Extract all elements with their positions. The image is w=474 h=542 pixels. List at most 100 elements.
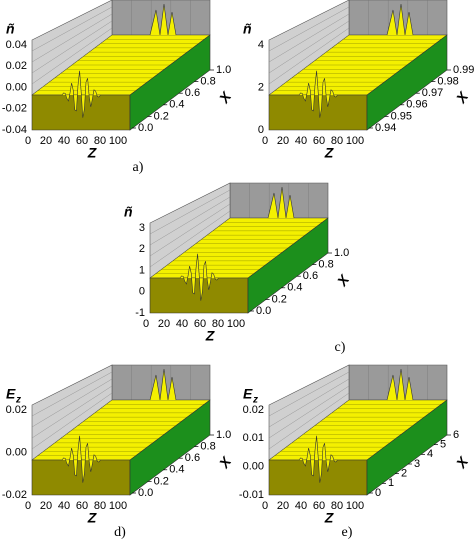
y-tick-label: 0 bbox=[258, 124, 264, 136]
y-tick-label: 3 bbox=[139, 222, 145, 234]
z-tick-label: 40 bbox=[295, 135, 307, 147]
y-axis-label-sub: z bbox=[252, 395, 258, 406]
x-axis-label: X bbox=[452, 87, 472, 106]
z-tick-label: 80 bbox=[212, 318, 224, 330]
wall-grid bbox=[31, 20, 113, 74]
pulse bbox=[179, 253, 219, 301]
z-axis-label: Z bbox=[87, 145, 97, 161]
z-tick-label: 60 bbox=[313, 135, 325, 147]
y-axis-label: ñ bbox=[6, 21, 15, 37]
y-tick-label: -0.02 bbox=[2, 103, 27, 115]
z-tick-label: 80 bbox=[331, 135, 343, 147]
wall-grid bbox=[149, 189, 231, 235]
wall-grid bbox=[268, 20, 350, 74]
pulse-far bbox=[386, 3, 414, 36]
z-tick-label: 60 bbox=[194, 318, 206, 330]
wall-grid bbox=[268, 371, 350, 417]
z-tick-label: 100 bbox=[109, 135, 127, 147]
y-tick-label: 2 bbox=[258, 81, 264, 93]
wall-grid bbox=[31, 27, 113, 85]
z-axis-label: Z bbox=[324, 510, 334, 526]
y-tick-label: 2 bbox=[139, 243, 145, 255]
y-axis-label-sub: z bbox=[15, 395, 21, 406]
y-tick-label: 0 bbox=[139, 286, 145, 298]
wall-grid bbox=[31, 378, 113, 428]
x-tick-label: 0.0 bbox=[256, 305, 271, 317]
wall-grid bbox=[31, 392, 113, 450]
x-tick-label: 0.4 bbox=[287, 282, 302, 294]
z-tick-label: 0 bbox=[143, 318, 149, 330]
pulse bbox=[61, 435, 101, 483]
surface-front bbox=[31, 459, 131, 496]
y-tick-label: 0.02 bbox=[243, 404, 264, 416]
z-tick-label: 80 bbox=[331, 500, 343, 512]
x-tick-label: 1 bbox=[388, 477, 394, 489]
z-tick-label: 20 bbox=[40, 500, 52, 512]
z-tick-label: 20 bbox=[158, 318, 170, 330]
z-tick-label: 60 bbox=[76, 135, 88, 147]
x-tick-label: 0.2 bbox=[154, 110, 169, 122]
surface-front bbox=[149, 277, 249, 314]
y-tick-label: 0.00 bbox=[6, 81, 27, 93]
wall-grid bbox=[268, 6, 350, 52]
pulse-far bbox=[149, 368, 177, 401]
x-tick-label: 0.96 bbox=[406, 99, 427, 111]
x-tick-label: 0.8 bbox=[200, 441, 215, 453]
y-tick-label: 0.01 bbox=[243, 432, 264, 444]
y-axis-label: ñ bbox=[243, 21, 252, 37]
wall-grid bbox=[268, 392, 350, 450]
z-tick-label: 40 bbox=[295, 500, 307, 512]
surface-front bbox=[268, 94, 368, 131]
y-tick-label: 0.02 bbox=[6, 60, 27, 72]
pulse-far bbox=[149, 3, 177, 36]
wall-grid bbox=[31, 13, 113, 63]
caption: e) bbox=[342, 525, 353, 540]
panel: 0.02 0.00 -0.02 E z 0 20 40 60 80 100 Z 0.00.20.40.6… bbox=[2, 364, 235, 540]
y-tick-label: 1 bbox=[139, 264, 145, 276]
x-tick-label: 1.0 bbox=[334, 247, 349, 259]
panel: 0.020.010.00-0.01E z0 20 40 60 80 100Z0123456X… bbox=[239, 364, 472, 540]
y-axis-label: E bbox=[6, 386, 16, 402]
x-tick-label: 0.8 bbox=[200, 76, 215, 88]
wall-grid bbox=[31, 371, 113, 417]
wall-grid bbox=[268, 13, 350, 63]
y-tick-label: 0.02 bbox=[6, 404, 27, 416]
y-axis-label: E bbox=[243, 386, 253, 402]
y-tick-label: 0.00 bbox=[6, 446, 27, 458]
z-tick-label: 20 bbox=[277, 500, 289, 512]
wall-grid bbox=[268, 385, 350, 439]
x-tick-label: 0.97 bbox=[422, 87, 443, 99]
x-tick-label: 6 bbox=[453, 429, 459, 441]
x-tick-label: 1.0 bbox=[216, 64, 231, 76]
x-tick-label: 1.0 bbox=[216, 429, 231, 441]
x-tick-label: 0.4 bbox=[169, 464, 184, 476]
y-tick-label: -0.04 bbox=[2, 124, 27, 136]
z-axis-label: Z bbox=[324, 145, 334, 161]
z-tick-label: 100 bbox=[227, 318, 245, 330]
x-tick-label: 0.6 bbox=[185, 87, 200, 99]
z-tick-label: 100 bbox=[346, 500, 364, 512]
x-tick-label: 0.6 bbox=[185, 452, 200, 464]
y-tick-label: -1 bbox=[135, 307, 145, 319]
y-tick-label: 0.00 bbox=[243, 461, 264, 473]
z-tick-label: 100 bbox=[346, 135, 364, 147]
y-axis-label: ñ bbox=[124, 204, 133, 220]
wall-grid bbox=[149, 203, 231, 257]
surface-front bbox=[31, 94, 131, 131]
wall-grid bbox=[149, 196, 231, 246]
z-tick-label: 60 bbox=[76, 500, 88, 512]
z-tick-label: 0 bbox=[25, 135, 31, 147]
surface-front bbox=[268, 459, 368, 496]
x-tick-label: 2 bbox=[401, 468, 407, 480]
z-axis-label: Z bbox=[87, 510, 97, 526]
z-tick-label: 80 bbox=[94, 135, 106, 147]
x-axis-label: X bbox=[333, 270, 353, 289]
x-tick-label: 0.95 bbox=[391, 110, 412, 122]
x-tick-label: 0.8 bbox=[318, 259, 333, 271]
x-axis-label: X bbox=[215, 87, 235, 106]
x-tick-label: 0.6 bbox=[303, 270, 318, 282]
